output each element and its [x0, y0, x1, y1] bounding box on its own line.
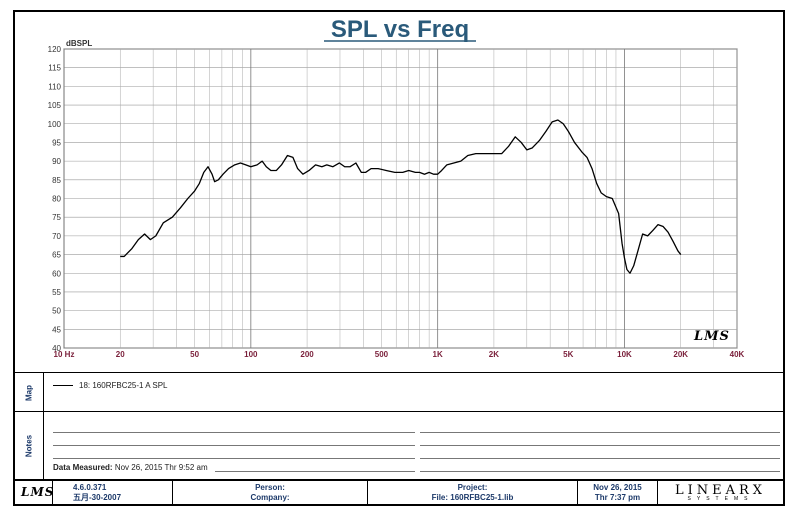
spl-chart: SPL vs Freq dBSPL 40 45 50 55 60 65 70 75 80 85 90…: [48, 16, 745, 359]
footer-date-cell: Nov 26, 2015 Thr 7:37 pm: [578, 481, 658, 506]
footer-brand-cell: LINEARX SYSTEMS: [658, 481, 783, 506]
x-tick-label: 20K: [673, 350, 688, 359]
y-tick-label: 115: [48, 64, 61, 73]
y-tick-label: 75: [52, 213, 61, 222]
x-tick-label: 2K: [489, 350, 499, 359]
y-tick-label: 70: [52, 232, 61, 241]
footer-person-cell: Person: Company:: [173, 481, 368, 506]
y-tick-label: 65: [52, 251, 61, 260]
chart-legend: 18: 160RFBC25-1 A SPL: [53, 381, 168, 390]
y-tick-label: 45: [52, 325, 61, 334]
footer-bar: LMS 4.6.0.371 五月-30-2007 Person: Company…: [15, 479, 783, 506]
x-tick-label: 100: [244, 350, 258, 359]
x-tick-label: 200: [300, 350, 314, 359]
date-measured-value: Nov 26, 2015 Thr 9:52 am: [114, 463, 208, 472]
legend-entry: 18: 160RFBC25-1 A SPL: [79, 381, 168, 390]
notes-tab-label: Notes: [24, 434, 34, 457]
date-measured-label: Data Measured:: [53, 463, 113, 472]
note-line[interactable]: [53, 432, 415, 433]
note-line[interactable]: [53, 445, 415, 446]
series-layer: [120, 119, 682, 274]
x-tick-label: 1K: [433, 350, 443, 359]
y-tick-label: 60: [52, 269, 61, 278]
footer-logo-cell: LMS: [15, 481, 53, 506]
y-tick-label: 55: [52, 288, 61, 297]
footer-date: Nov 26, 2015: [593, 483, 642, 492]
map-tab[interactable]: Map: [15, 373, 44, 412]
y-tick-label: 50: [52, 307, 61, 316]
notes-panel: Notes Data Measured: Nov 26, 2015 Thr 9:…: [15, 411, 783, 479]
y-tick-labels: 40 45 50 55 60 65 70 75 80 85 90 95 100 105 110 115 120: [48, 45, 62, 353]
x-tick-label: 500: [375, 350, 389, 359]
note-line[interactable]: [420, 471, 780, 472]
y-tick-label: 95: [52, 138, 61, 147]
version-number: 4.6.0.371: [73, 483, 107, 492]
x-tick-label: 50: [190, 350, 199, 359]
footer-lms-logo: LMS: [21, 485, 55, 499]
y-tick-label: 110: [48, 82, 61, 91]
y-axis-unit: dBSPL: [66, 39, 92, 48]
y-tick-label: 85: [52, 176, 61, 185]
chart-grid: [63, 48, 738, 349]
y-tick-label: 90: [52, 157, 61, 166]
map-tab-label: Map: [24, 384, 34, 401]
company-label: Company:: [250, 493, 290, 502]
y-tick-label: 100: [48, 120, 62, 129]
note-line[interactable]: [215, 471, 415, 472]
x-tick-label: 10 Hz: [54, 350, 75, 359]
linearx-logo: LINEARX: [674, 483, 767, 498]
note-line[interactable]: [420, 445, 780, 446]
person-label: Person:: [255, 483, 285, 492]
x-tick-label: 20: [116, 350, 125, 359]
notes-tab[interactable]: Notes: [15, 412, 44, 479]
chart-title: SPL vs Freq: [331, 16, 469, 43]
footer-version-cell: 4.6.0.371 五月-30-2007: [53, 481, 173, 506]
x-tick-label: 10K: [617, 350, 632, 359]
y-tick-label: 80: [52, 195, 61, 204]
spl-series-line: [120, 119, 682, 274]
note-line[interactable]: [420, 458, 780, 459]
y-tick-label: 40: [52, 344, 61, 353]
file-label: File: 160RFBC25-1.lib: [431, 493, 514, 502]
note-line[interactable]: [53, 458, 415, 459]
linearx-subtitle: SYSTEMS: [687, 496, 754, 502]
x-tick-label: 40K: [730, 350, 745, 359]
project-label: Project:: [457, 483, 488, 492]
date-measured: Data Measured: Nov 26, 2015 Thr 9:52 am: [53, 463, 208, 472]
note-line[interactable]: [420, 432, 780, 433]
version-date: 五月-30-2007: [73, 493, 122, 502]
footer-time: Thr 7:37 pm: [594, 493, 641, 502]
y-tick-label: 120: [48, 45, 62, 54]
x-tick-labels: 10 Hz 20 50 100 200 500 1K 2K 5K 10K 20K 40K: [54, 350, 745, 359]
legend-swatch: [53, 385, 73, 386]
footer-project-cell: Project: File: 160RFBC25-1.lib: [368, 481, 578, 506]
y-tick-label: 105: [48, 101, 62, 110]
x-tick-label: 5K: [563, 350, 573, 359]
lms-watermark: LMS: [693, 329, 730, 344]
map-panel: Map 18: 160RFBC25-1 A SPL: [15, 372, 783, 412]
